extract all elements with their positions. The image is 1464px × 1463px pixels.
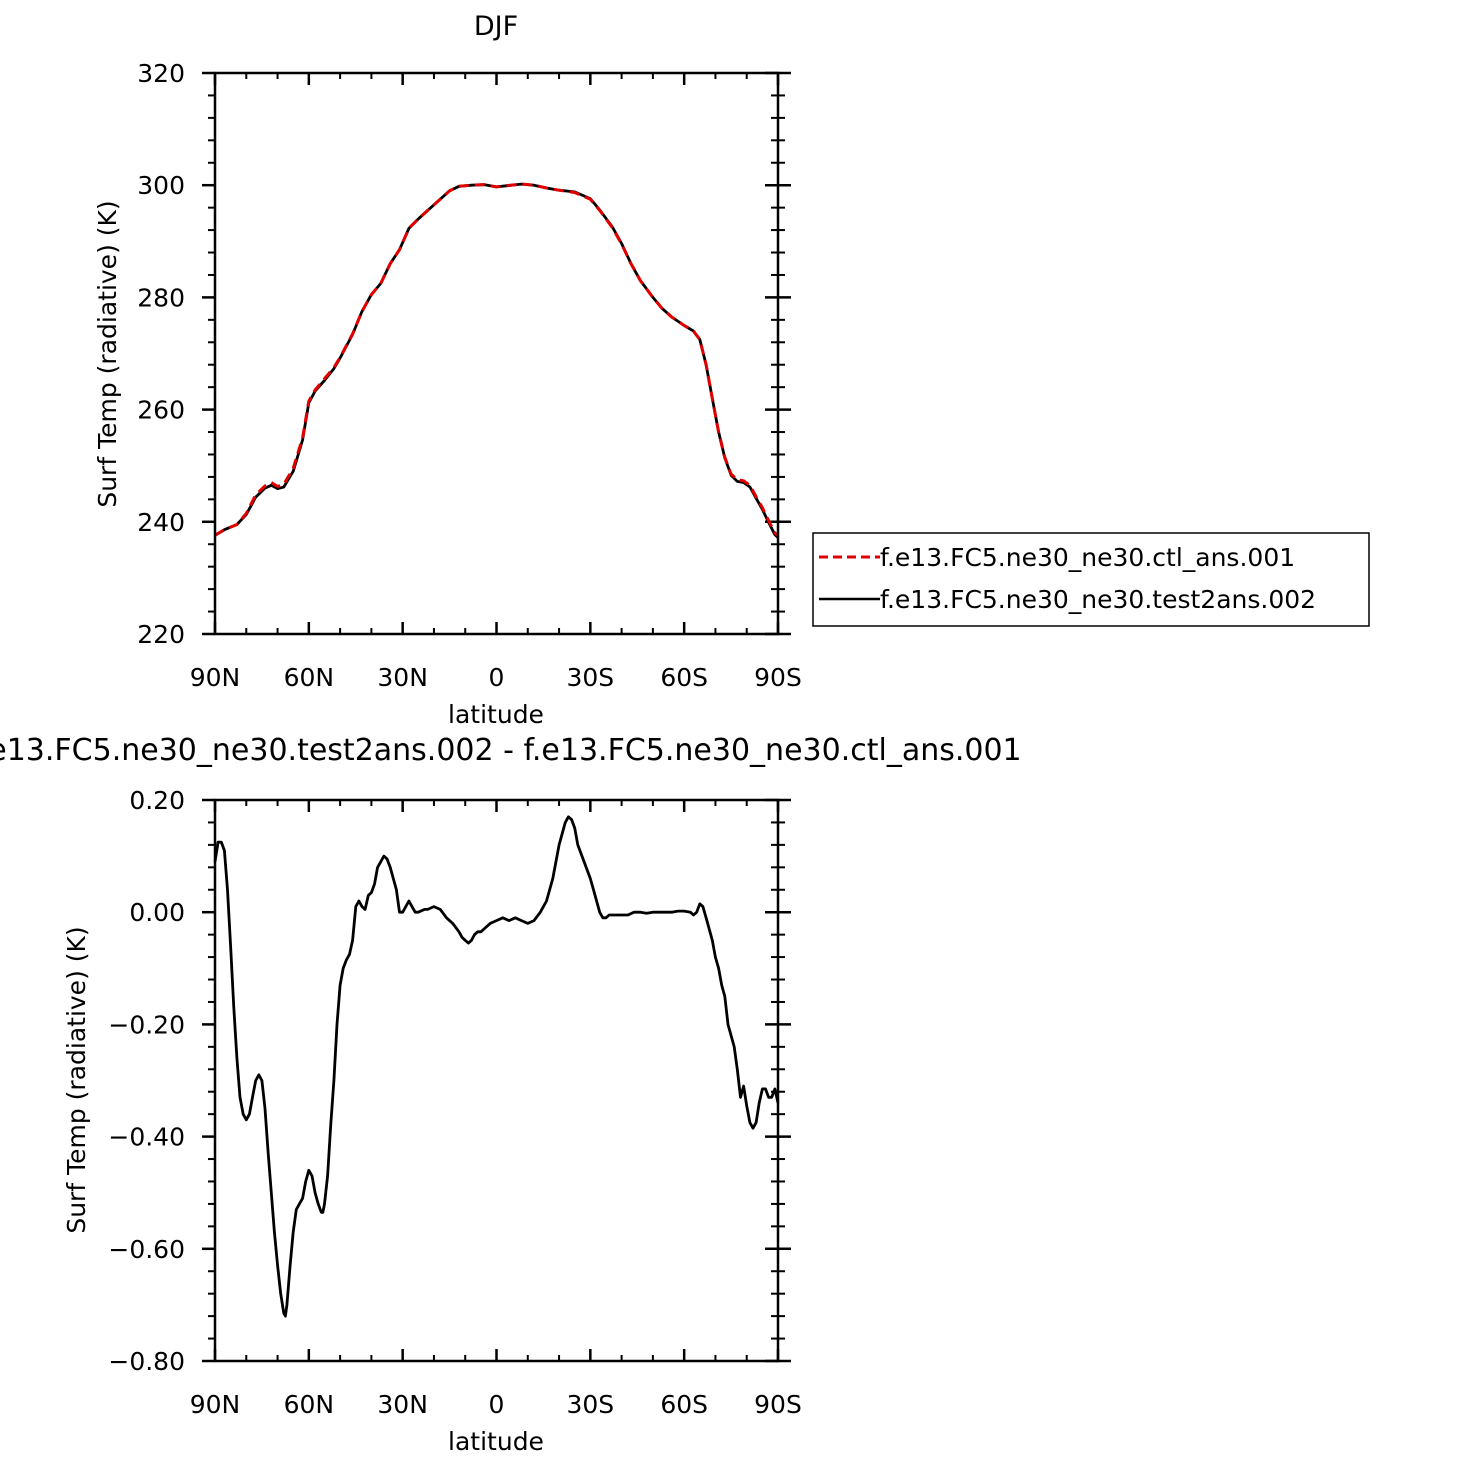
- top-x-tick-label: 0: [489, 663, 505, 692]
- top-y-axis-label: Surf Temp (radiative) (K): [93, 200, 122, 507]
- top-plot-frame: [213, 71, 780, 636]
- bottom-y-tick-label: −0.80: [108, 1347, 185, 1376]
- legend: f.e13.FC5.ne30_ne30.ctl_ans.001 f.e13.FC…: [812, 532, 1370, 627]
- top-x-tick-label: 60S: [660, 663, 708, 692]
- bottom-x-tick-label: 90S: [754, 1390, 802, 1419]
- top-plot-series: [214, 182, 780, 539]
- bottom-series-line-0: [213, 815, 780, 1318]
- top-x-tick-label: 90N: [190, 663, 241, 692]
- top-series-line-1: [214, 182, 779, 539]
- top-chart-title: DJF: [474, 11, 518, 42]
- top-y-tick-label: 280: [137, 283, 185, 312]
- bottom-y-tick-label: 0.00: [129, 898, 185, 927]
- bottom-x-tick-label: 30N: [377, 1390, 428, 1419]
- bottom-x-tick-label: 90N: [190, 1390, 241, 1419]
- bottom-panel: f.e13.FC5.ne30_ne30.test2ans.002 - f.e13…: [0, 733, 1022, 1456]
- top-x-tick-label: 60N: [284, 663, 335, 692]
- top-y-tick-label: 220: [137, 620, 185, 649]
- bottom-plot-frame: [213, 798, 780, 1363]
- bottom-x-tick-label: 60S: [660, 1390, 708, 1419]
- top-y-tick-label: 300: [137, 171, 185, 200]
- bottom-x-tick-label: 0: [489, 1390, 505, 1419]
- top-x-axis-label: latitude: [448, 700, 544, 729]
- bottom-y-tick-label: −0.40: [108, 1123, 185, 1152]
- legend-box: [812, 532, 1370, 627]
- top-y-tick-label: 320: [137, 59, 185, 88]
- bottom-y-axis-label: Surf Temp (radiative) (K): [62, 926, 91, 1233]
- top-series-line-0: [214, 182, 780, 537]
- bottom-y-tick-label: 0.20: [129, 786, 185, 815]
- bottom-y-tick-label: −0.60: [108, 1235, 185, 1264]
- top-panel: DJF Surf Temp (radiative) (K) latitude 9…: [93, 11, 802, 729]
- bottom-x-tick-label: 60N: [284, 1390, 335, 1419]
- top-y-tick-label: 240: [137, 508, 185, 537]
- bottom-chart-title: f.e13.FC5.ne30_ne30.test2ans.002 - f.e13…: [0, 733, 1022, 768]
- legend-label-ctl: f.e13.FC5.ne30_ne30.ctl_ans.001: [880, 543, 1295, 572]
- bottom-y-tick-label: −0.20: [108, 1010, 185, 1039]
- top-x-tick-label: 90S: [754, 663, 802, 692]
- top-x-tick-label: 30N: [377, 663, 428, 692]
- top-x-tick-label: 30S: [566, 663, 614, 692]
- top-x-tick-labels: 90N 60N 30N 0 30S 60S 90S: [190, 663, 802, 692]
- bottom-x-tick-labels: 90N 60N 30N 0 30S 60S 90S: [190, 1390, 802, 1419]
- bottom-plot-series: [213, 815, 780, 1318]
- bottom-x-tick-label: 30S: [566, 1390, 614, 1419]
- top-y-tick-label: 260: [137, 396, 185, 425]
- top-y-tick-labels: 220 240 260 280 300 320: [137, 59, 185, 649]
- bottom-x-axis-label: latitude: [448, 1427, 544, 1456]
- bottom-y-tick-labels: −0.80 −0.60 −0.40 −0.20 0.00 0.20: [108, 786, 185, 1376]
- legend-label-test: f.e13.FC5.ne30_ne30.test2ans.002: [880, 585, 1316, 614]
